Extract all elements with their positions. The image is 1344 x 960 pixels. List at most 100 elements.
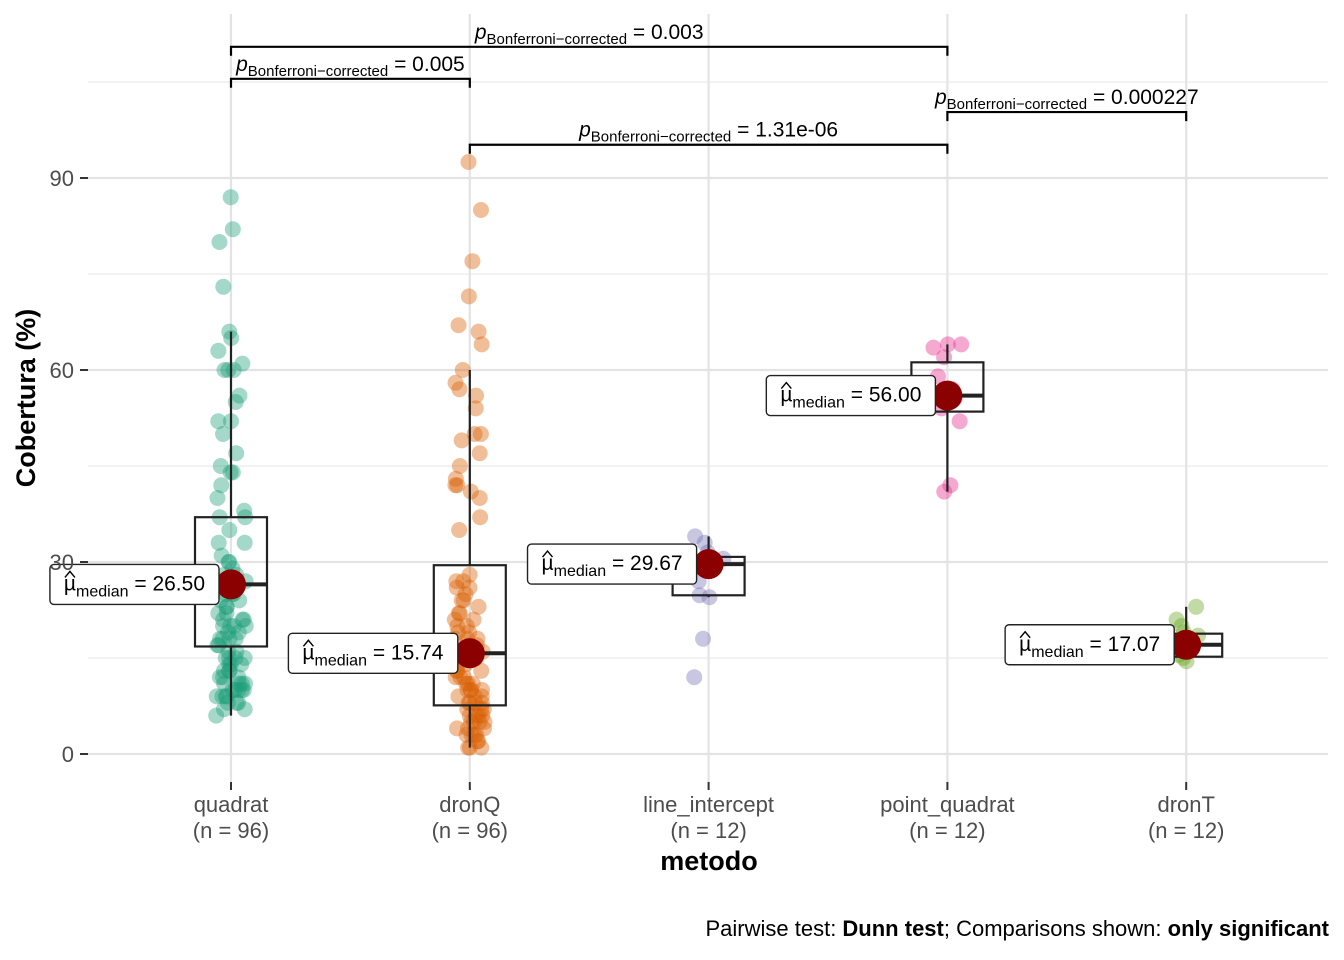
data-point [217, 688, 234, 705]
data-point [221, 630, 238, 647]
data-point [455, 669, 472, 686]
data-point [208, 707, 225, 724]
caption-part-1: Pairwise test: [705, 916, 842, 941]
data-point [237, 618, 254, 634]
data-point [459, 682, 476, 698]
data-point [233, 675, 250, 692]
data-point [228, 694, 245, 711]
median-label-text: µmedian = 29.67 [542, 552, 683, 580]
data-point [216, 362, 233, 378]
x-tick-label: quadrat [194, 792, 269, 817]
data-point [464, 675, 481, 692]
data-point [209, 490, 226, 506]
data-point [230, 669, 247, 686]
data-point [936, 483, 953, 500]
data-point [224, 682, 241, 698]
data-point [473, 682, 490, 698]
significance-label: pBonferroni−corrected = 1.31e-06 [578, 119, 838, 146]
data-point [226, 618, 243, 634]
data-point [215, 426, 232, 442]
data-point [467, 694, 484, 711]
data-point [217, 650, 234, 666]
p-subscript: Bonferroni−corrected [487, 31, 628, 48]
data-point [224, 464, 241, 481]
data-point [210, 637, 227, 654]
data-point [472, 202, 489, 218]
data-point [215, 611, 232, 628]
p-subscript: Bonferroni−corrected [947, 96, 1088, 113]
median-point [216, 569, 246, 600]
data-point [230, 682, 247, 698]
data-point [450, 605, 467, 622]
median-subscript: median [792, 395, 844, 412]
data-point [221, 656, 238, 673]
data-point [466, 688, 483, 705]
data-point [236, 502, 253, 519]
data-point [470, 733, 487, 750]
p-symbol: p [474, 21, 487, 44]
significance-label: pBonferroni−corrected = 0.000227 [934, 86, 1199, 113]
median-label-text: µmedian = 26.50 [64, 572, 205, 600]
median-symbol: µ [64, 572, 76, 595]
p-value: = 0.003 [627, 21, 703, 44]
median-eq: = 26.50 [129, 572, 205, 595]
data-point [695, 630, 712, 647]
data-point [1188, 598, 1205, 615]
median-hat [541, 550, 554, 558]
data-point [235, 682, 252, 698]
data-point [230, 675, 247, 692]
median-eq: = 15.74 [367, 641, 444, 664]
data-point [209, 637, 226, 654]
x-tick-n-label: (n = 12) [1148, 818, 1224, 843]
data-point [451, 605, 468, 622]
data-point [471, 490, 488, 506]
median-label: µmedian = 29.67 [526, 543, 698, 585]
data-point [458, 618, 475, 634]
data-point [463, 726, 480, 743]
median-label-text: µmedian = 56.00 [780, 384, 921, 412]
data-point [218, 598, 235, 615]
y-tick-label: 0 [62, 742, 74, 767]
p-value: = 1.31e-06 [731, 119, 838, 142]
data-point [474, 707, 491, 724]
median-point [454, 638, 485, 669]
median-point [932, 380, 963, 411]
data-point [460, 694, 477, 711]
data-point [455, 573, 472, 590]
significance-bracket [229, 77, 471, 88]
data-point [448, 579, 465, 596]
data-point [221, 522, 238, 538]
x-tick-n-label: (n = 12) [909, 818, 985, 843]
x-tick-label: line_intercept [643, 792, 774, 817]
data-point [448, 573, 465, 590]
median-label-text: µmedian = 17.07 [1019, 633, 1160, 661]
data-point [686, 669, 703, 686]
x-tick-n-label: (n = 96) [193, 818, 269, 843]
data-point [210, 534, 227, 551]
data-point [234, 611, 251, 628]
x-tick-label: dronT [1157, 792, 1214, 817]
data-point [222, 189, 239, 206]
data-point [469, 733, 486, 750]
data-point [473, 739, 490, 756]
p-subscript: Bonferroni−corrected [248, 63, 389, 80]
data-point [215, 662, 232, 679]
data-point [234, 355, 251, 372]
median-subscript: median [554, 563, 606, 580]
y-axis-title: Cobertura (%) [11, 309, 41, 488]
data-point [228, 643, 245, 660]
data-point [462, 682, 479, 698]
data-point [213, 477, 230, 494]
data-point [221, 662, 238, 679]
median-eq: = 29.67 [606, 552, 682, 575]
data-point [235, 611, 252, 628]
data-point [221, 554, 238, 570]
data-point [925, 339, 942, 356]
x-tick-label: point_quadrat [880, 792, 1015, 817]
y-tick-label: 60 [50, 358, 74, 383]
data-point [461, 566, 478, 583]
data-point [449, 618, 466, 634]
median-hat [780, 381, 792, 390]
median-point [1171, 629, 1202, 660]
